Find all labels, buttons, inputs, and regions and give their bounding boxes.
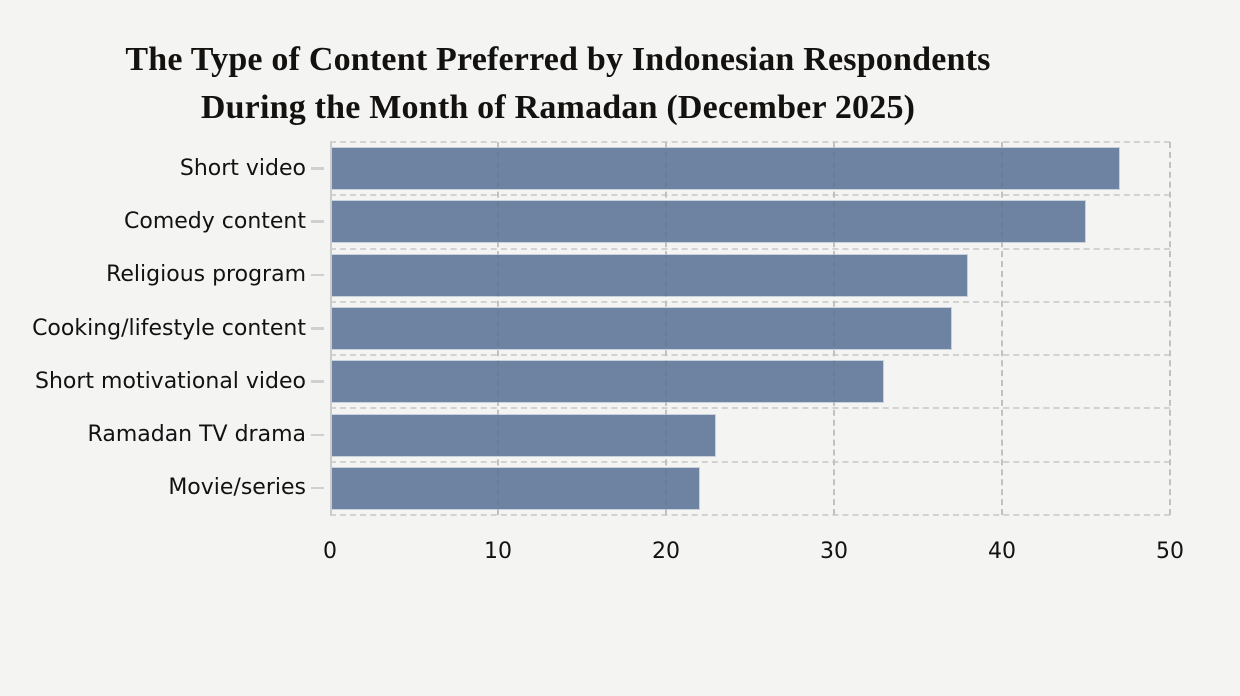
- h-gridline: [330, 247, 1170, 250]
- x-tick-label: 50: [1156, 539, 1184, 564]
- x-tick-label: 10: [484, 539, 512, 564]
- h-gridline: [330, 300, 1170, 303]
- category-label: Ramadan TV drama: [87, 422, 306, 448]
- bar: [330, 200, 1086, 244]
- plot-area: [311, 141, 1171, 516]
- bar: [330, 360, 885, 404]
- v-gridline-overlay: [1169, 142, 1171, 515]
- chart-title-line-2: During the Month of Ramadan (December 20…: [200, 89, 916, 126]
- chart-title: The Type of Content Preferred by Indones…: [0, 36, 1116, 132]
- y-tick: [311, 380, 324, 383]
- h-gridline: [330, 514, 1170, 516]
- h-gridline: [330, 141, 1170, 143]
- x-tick-label: 0: [323, 539, 337, 564]
- y-tick: [311, 433, 324, 437]
- category-label: Short motivational video: [35, 368, 306, 394]
- x-tick-label: 30: [820, 539, 848, 564]
- x-tick-label: 20: [652, 539, 680, 564]
- category-label: Short video: [179, 155, 306, 181]
- bar: [330, 253, 969, 297]
- h-gridline: [330, 407, 1170, 410]
- bar: [330, 147, 1120, 191]
- bar: [330, 466, 700, 510]
- v-gridline: [1001, 142, 1003, 515]
- v-gridline-overlay: [665, 142, 667, 515]
- bar: [330, 413, 717, 457]
- category-label: Religious program: [106, 262, 306, 288]
- bar: [330, 307, 952, 350]
- y-tick: [311, 486, 324, 490]
- category-label: Movie/series: [168, 475, 306, 501]
- y-tick: [311, 167, 324, 170]
- h-gridline: [330, 194, 1170, 197]
- h-gridline: [330, 460, 1170, 463]
- v-gridline-overlay: [1001, 142, 1003, 515]
- y-tick: [311, 220, 324, 223]
- v-gridline-overlay: [833, 142, 835, 515]
- chart-title-line-1: The Type of Content Preferred by Indones…: [125, 41, 991, 78]
- h-gridline: [330, 354, 1170, 357]
- v-gridline-overlay: [497, 142, 499, 515]
- category-label: Comedy content: [124, 208, 306, 234]
- category-label: Cooking/lifestyle content: [32, 315, 306, 341]
- x-tick-label: 40: [988, 539, 1016, 564]
- y-tick: [311, 327, 324, 330]
- y-axis-line: [330, 142, 332, 515]
- v-gridline: [1169, 142, 1171, 515]
- y-tick: [311, 273, 324, 277]
